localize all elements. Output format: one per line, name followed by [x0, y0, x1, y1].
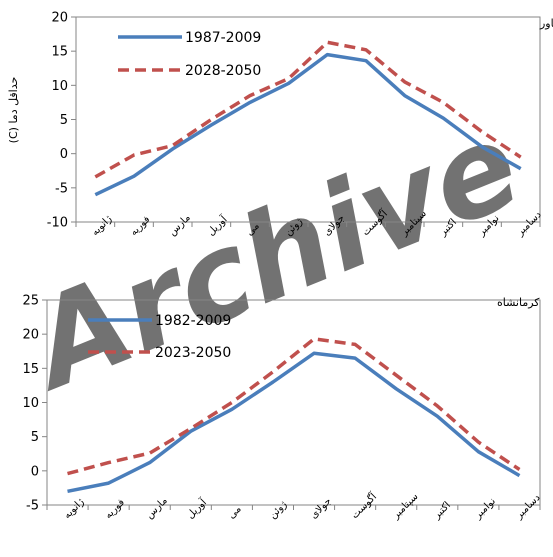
x-category-label: مارس — [144, 495, 170, 521]
series-line-1982-2009 — [67, 351, 521, 494]
y-tick-label: 5 — [60, 113, 68, 128]
legend-label: 1982-2009 — [155, 313, 231, 329]
y-tick-label: 10 — [22, 396, 39, 411]
y-tick-label: -5 — [26, 499, 39, 514]
y-tick-label: -5 — [55, 181, 68, 196]
x-category-label: می — [226, 504, 243, 521]
x-category-label: نوامبر — [472, 496, 498, 522]
x-category-label: دسامبر — [513, 492, 543, 522]
x-category-label: فوریه — [103, 497, 127, 521]
y-tick-label: 20 — [22, 328, 39, 343]
y-tick-label: 15 — [22, 362, 39, 377]
y-tick-label: 10 — [51, 79, 68, 94]
y-tick-label: -10 — [47, 216, 68, 231]
y-tick-label: 5 — [31, 430, 39, 445]
x-category-label: آوریل — [184, 495, 210, 521]
y-tick-label: 0 — [31, 464, 39, 479]
series-line-2023-2050 — [67, 337, 521, 476]
y-tick-label: 20 — [51, 11, 68, 26]
x-category-label: ژوئن — [267, 499, 289, 521]
x-category-label: اکتبر — [431, 500, 453, 522]
y-tick-label: 0 — [60, 147, 68, 162]
y-tick-label: 25 — [22, 294, 39, 309]
y-tick-label: 15 — [51, 45, 68, 60]
watermark: Archive of SID — [6, 0, 553, 418]
y-axis-label: حداقل دما (C) — [7, 77, 20, 144]
legend-label: 2028-2050 — [185, 63, 261, 79]
watermark-text: Archive of SID — [6, 0, 553, 418]
series-line-2028-2050 — [94, 40, 522, 179]
x-category-label: ژانویه — [90, 213, 115, 238]
station-name: کنگاور — [539, 17, 553, 30]
station-name: کرمانشاه — [497, 296, 540, 309]
x-category-label: جولای — [308, 496, 333, 521]
x-category-label: ژانویه — [62, 496, 87, 521]
legend-label: 1987-2009 — [185, 30, 261, 46]
x-category-label: سپتامبر — [390, 491, 421, 522]
series-line-1987-2009 — [94, 52, 522, 197]
legend-label: 2023-2050 — [155, 345, 231, 361]
